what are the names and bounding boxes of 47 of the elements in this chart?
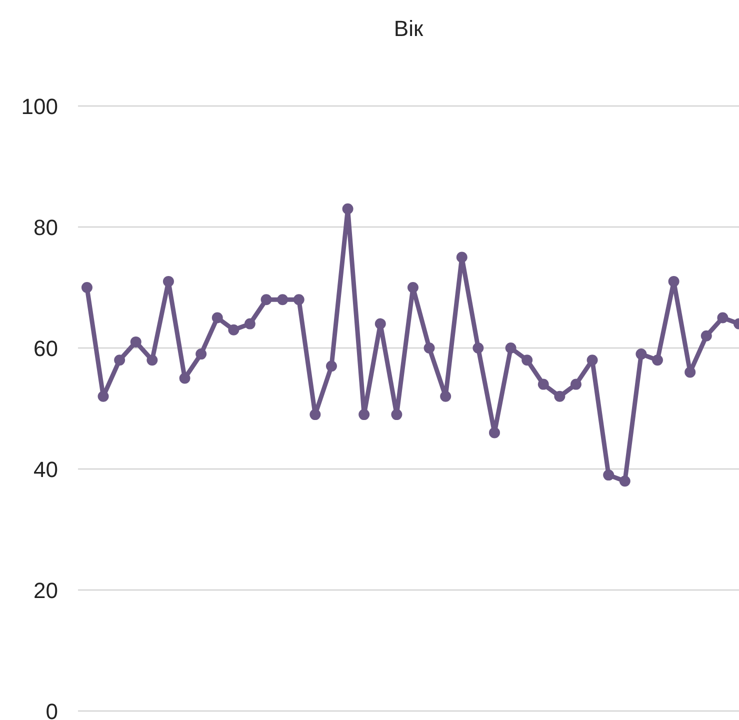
point (260, 294, 272, 306)
point (244, 318, 256, 330)
point (586, 354, 598, 366)
point (162, 276, 174, 287)
point (358, 409, 370, 420)
point (146, 354, 158, 366)
point (293, 294, 304, 306)
point (81, 282, 92, 293)
point (636, 348, 647, 360)
point (196, 348, 207, 360)
point (440, 390, 452, 402)
point (374, 318, 386, 330)
point (554, 390, 566, 402)
point (488, 427, 500, 438)
point (130, 336, 142, 348)
point (668, 276, 680, 287)
point (570, 378, 582, 390)
point (652, 354, 663, 366)
y-tick-label: 0 (46, 698, 58, 720)
point (277, 294, 288, 306)
point (456, 252, 468, 263)
point (684, 366, 696, 378)
point (619, 476, 630, 487)
y-tick-label: 40 (34, 456, 58, 482)
point (391, 409, 402, 420)
y-tick-label: 100 (21, 94, 58, 119)
point (538, 378, 549, 390)
point (98, 390, 109, 402)
point (424, 342, 435, 354)
point (603, 470, 614, 481)
y-tick-label: 20 (34, 578, 58, 603)
point (407, 282, 418, 293)
point (326, 360, 337, 372)
point (179, 372, 190, 384)
point (228, 324, 240, 336)
y-tick-label: 60 (34, 336, 58, 361)
point (505, 342, 516, 354)
point (310, 409, 321, 420)
chart-title: Вік (392, 16, 424, 42)
y-tick-label: 80 (34, 214, 58, 240)
point (114, 354, 126, 366)
point (212, 312, 223, 324)
point (522, 354, 533, 366)
point (472, 342, 484, 354)
point (700, 330, 712, 342)
point (717, 312, 728, 324)
point (342, 203, 354, 214)
